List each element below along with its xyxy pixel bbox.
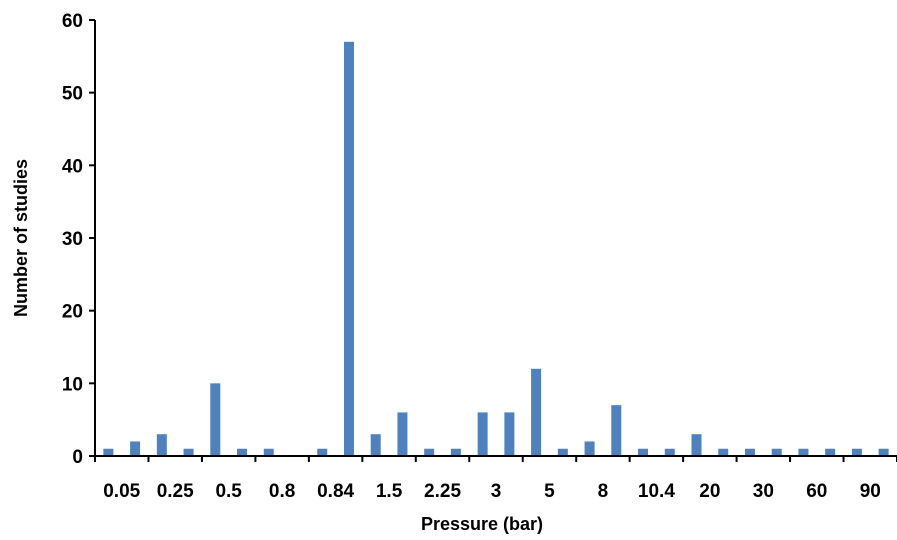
bar	[744, 448, 755, 456]
bar	[531, 368, 542, 456]
y-tick-label: 20	[62, 302, 83, 323]
bar	[638, 448, 649, 456]
bar	[130, 441, 141, 456]
bar	[237, 448, 248, 456]
bar	[878, 448, 889, 456]
bar	[210, 383, 221, 456]
y-tick-label: 60	[62, 11, 83, 32]
x-tick-label: 0.05	[103, 481, 140, 502]
bar	[851, 448, 862, 456]
bar	[183, 448, 194, 456]
x-tick-label: 90	[860, 481, 881, 502]
bar	[103, 448, 114, 456]
x-tick-label: 20	[699, 481, 720, 502]
x-tick-label: 5	[544, 481, 555, 502]
bar	[156, 434, 167, 456]
bar	[477, 412, 488, 456]
x-tick-label: 30	[753, 481, 774, 502]
bar	[825, 448, 836, 456]
x-tick-label: 10.4	[638, 481, 675, 502]
bar	[664, 448, 675, 456]
bars-group	[103, 41, 889, 457]
x-tick-label: 3	[491, 481, 502, 502]
bar	[691, 434, 702, 456]
x-tick-label: 0.8	[269, 481, 295, 502]
y-tick-label: 30	[62, 229, 83, 250]
y-axis-title: Number of studies	[11, 159, 31, 317]
bar	[771, 448, 782, 456]
bar	[263, 448, 274, 456]
x-axis-ticks: 0.05 0.25 0.5 0.8 0.84 1.5 2.25 3 5 8 10.4 20 30 60 90	[94, 456, 897, 502]
x-tick-label: 2.25	[424, 481, 461, 502]
bar	[450, 448, 461, 456]
bar	[397, 412, 408, 456]
bar	[557, 448, 568, 456]
bar	[343, 41, 354, 457]
x-axis-title: Pressure (bar)	[421, 514, 543, 534]
x-tick-label: 0.25	[157, 481, 194, 502]
bar	[798, 448, 809, 456]
x-tick-label: 0.5	[215, 481, 242, 502]
bar	[370, 434, 381, 456]
x-tick-label: 8	[598, 481, 609, 502]
x-tick-label: 60	[806, 481, 827, 502]
x-tick-label: 1.5	[376, 481, 403, 502]
bar	[718, 448, 729, 456]
y-tick-label: 10	[62, 374, 83, 395]
y-tick-label: 50	[62, 84, 83, 105]
bar	[611, 405, 622, 456]
bar	[504, 412, 515, 456]
bar	[317, 448, 328, 456]
x-tick-label: 0.84	[317, 481, 354, 502]
y-tick-label: 40	[62, 156, 83, 177]
bar	[424, 448, 435, 456]
y-axis-ticks: 0 10 20 30 40 50 60	[62, 11, 95, 468]
y-tick-label: 0	[72, 447, 83, 468]
bar	[584, 441, 595, 456]
